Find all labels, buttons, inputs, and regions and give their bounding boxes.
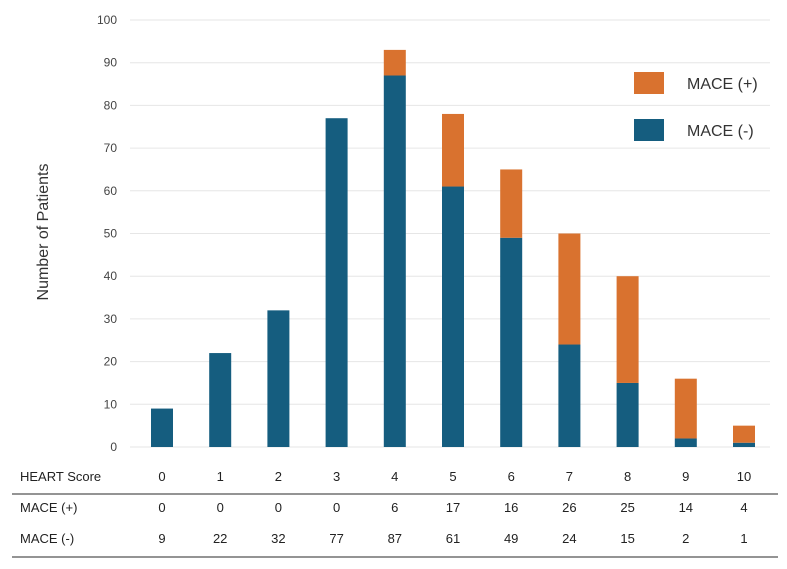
bar-mace-pos-5 <box>442 113 464 187</box>
y-tick-label: 100 <box>97 13 117 27</box>
bar-mace-neg-5 <box>442 186 464 447</box>
table-cell: 77 <box>329 531 343 546</box>
bar-mace-pos-10 <box>733 425 755 443</box>
table-cell: 26 <box>562 500 576 515</box>
legend-swatch <box>634 119 664 141</box>
y-tick-label: 0 <box>110 440 117 454</box>
bar-mace-pos-6 <box>500 169 523 238</box>
table-cell: 14 <box>679 500 693 515</box>
table-cell: 25 <box>620 500 634 515</box>
table-cell: 0 <box>333 500 340 515</box>
table-cell: 24 <box>562 531 576 546</box>
table-cell: 22 <box>213 531 227 546</box>
bar-mace-neg-3 <box>325 118 348 448</box>
x-tick-label: 4 <box>391 469 398 484</box>
table-cell: 17 <box>446 500 460 515</box>
table-cell: 87 <box>388 531 402 546</box>
x-tick-label: 8 <box>624 469 631 484</box>
table-cell: 49 <box>504 531 518 546</box>
x-tick-label: 7 <box>566 469 573 484</box>
table-header-label: HEART Score <box>20 469 101 484</box>
bar-mace-neg-9 <box>674 438 697 447</box>
bar-mace-neg-2 <box>267 310 290 447</box>
y-axis-label: Number of Patients <box>35 164 52 301</box>
y-tick-label: 20 <box>104 355 118 369</box>
table-cell: 6 <box>391 500 398 515</box>
table-cell: 0 <box>217 500 224 515</box>
x-tick-label: 9 <box>682 469 689 484</box>
y-axis-ticks: 0 10 20 30 40 50 60 70 80 90 100 <box>97 13 117 454</box>
table-cell: 15 <box>620 531 634 546</box>
y-tick-label: 30 <box>104 312 118 326</box>
x-tick-label: 10 <box>737 469 751 484</box>
legend: MACE (+) MACE (-) <box>634 72 758 141</box>
bar-mace-neg-8 <box>616 382 639 447</box>
x-tick-label: 6 <box>508 469 515 484</box>
table-cell: 61 <box>446 531 460 546</box>
table-cell: 16 <box>504 500 518 515</box>
table-cell: 1 <box>740 531 747 546</box>
x-tick-label: 3 <box>333 469 340 484</box>
table-cell: 0 <box>158 500 165 515</box>
x-tick-label: 0 <box>158 469 165 484</box>
bars <box>151 49 755 448</box>
bar-mace-neg-6 <box>500 237 523 447</box>
bar-mace-pos-8 <box>616 276 639 383</box>
bar-mace-pos-7 <box>558 233 581 345</box>
table-cell: 4 <box>740 500 747 515</box>
x-tick-label: 1 <box>217 469 224 484</box>
table-cell: 0 <box>275 500 282 515</box>
bar-mace-neg-7 <box>558 344 581 447</box>
table-row-label: MACE (-) <box>20 531 74 546</box>
y-tick-label: 40 <box>104 269 118 283</box>
y-tick-label: 60 <box>104 184 118 198</box>
x-tick-label: 2 <box>275 469 282 484</box>
y-tick-label: 80 <box>104 98 118 112</box>
legend-swatch <box>634 72 664 94</box>
table-cell: 9 <box>158 531 165 546</box>
legend-label: MACE (+) <box>687 76 758 93</box>
y-tick-label: 90 <box>104 56 118 70</box>
table-cell: 2 <box>682 531 689 546</box>
bar-mace-neg-4 <box>383 75 406 447</box>
bar-mace-pos-9 <box>674 378 697 439</box>
bar-mace-neg-1 <box>209 353 232 447</box>
x-tick-label: 5 <box>449 469 456 484</box>
legend-label: MACE (-) <box>687 123 754 140</box>
table-cell: 32 <box>271 531 285 546</box>
table-row-label: MACE (+) <box>20 500 77 515</box>
y-tick-label: 10 <box>104 397 118 411</box>
y-tick-label: 70 <box>104 141 118 155</box>
bar-mace-pos-4 <box>383 49 406 76</box>
bar-mace-neg-0 <box>151 408 173 447</box>
y-tick-label: 50 <box>104 227 118 241</box>
bar-mace-neg-10 <box>733 442 755 447</box>
